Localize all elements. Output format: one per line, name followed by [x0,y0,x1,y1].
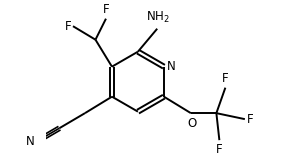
Text: F: F [103,3,109,16]
Text: F: F [247,113,254,126]
Text: NH$_2$: NH$_2$ [147,9,170,24]
Text: N: N [26,135,35,148]
Text: F: F [216,143,223,156]
Text: F: F [222,72,229,85]
Text: N: N [167,60,176,73]
Text: O: O [187,117,197,130]
Text: F: F [65,20,71,33]
